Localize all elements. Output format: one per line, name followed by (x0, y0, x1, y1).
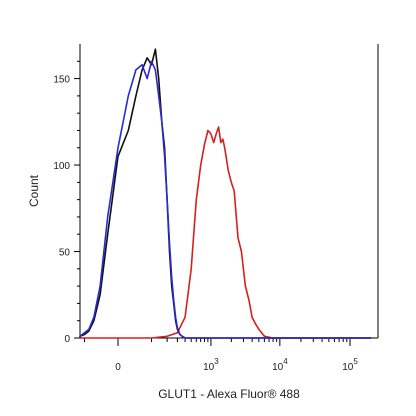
y-axis-label: Count (27, 174, 41, 207)
x-tick-label-1: 103 (203, 357, 219, 373)
series-line-2 (79, 60, 372, 339)
x-axis-label: GLUT1 - Alexa Fluor® 488 (158, 387, 300, 401)
series-line-0 (80, 126, 372, 339)
y-ticks: 0 50 100 150 (53, 75, 80, 345)
x-minor-ticks (83, 338, 348, 342)
y-minor-ticks (77, 60, 80, 322)
axes (79, 44, 379, 339)
x-tick-label-2: 104 (272, 357, 288, 373)
y-tick-label-100: 100 (53, 161, 70, 172)
x-tick-label-3: 105 (342, 357, 358, 373)
x-tick-label-0: 0 (115, 362, 121, 373)
x-ticks: 0 103 104 105 (115, 338, 358, 373)
series-line-1 (79, 48, 372, 339)
series-layer (79, 48, 372, 339)
y-tick-label-150: 150 (53, 75, 70, 86)
y-tick-label-50: 50 (59, 248, 71, 259)
y-tick-label-0: 0 (64, 334, 70, 345)
